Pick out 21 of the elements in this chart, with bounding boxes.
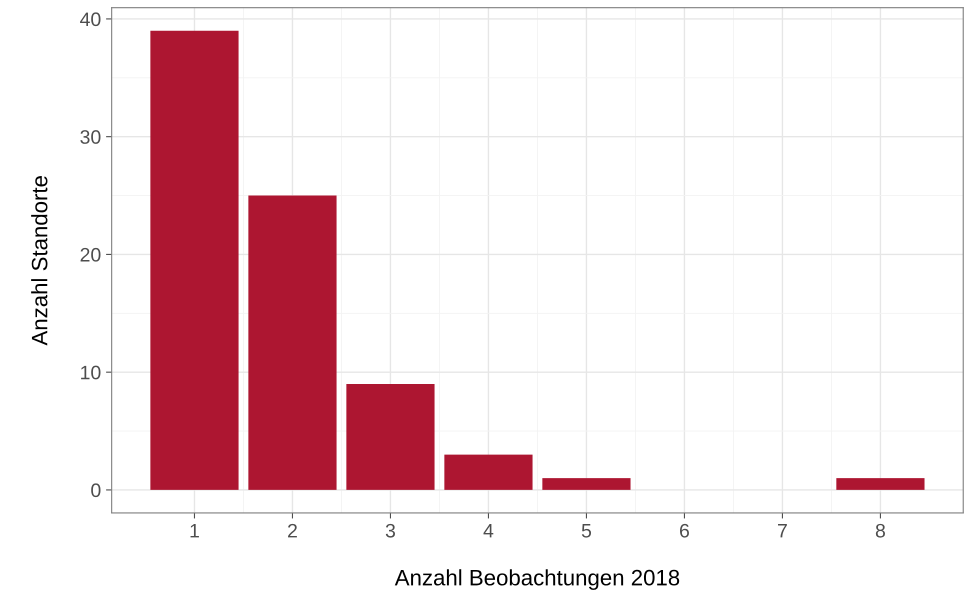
x-axis-title: Anzahl Beobachtungen 2018 (394, 569, 680, 590)
bar (542, 478, 631, 490)
bar (150, 30, 239, 490)
x-tick-label: 4 (483, 524, 494, 538)
bar (346, 384, 435, 490)
y-tick-label: 10 (81, 366, 100, 380)
bar (248, 196, 337, 490)
x-tick-label: 2 (288, 524, 297, 538)
y-tick-label: 0 (91, 483, 100, 498)
x-tick-label: 8 (876, 524, 885, 538)
y-tick-label: 40 (80, 12, 100, 26)
x-tick-label: 5 (582, 524, 592, 538)
x-tick-label: 1 (190, 524, 199, 538)
bar (836, 478, 925, 490)
x-tick-label: 6 (680, 524, 689, 538)
bar (444, 454, 533, 490)
x-tick-label: 3 (386, 524, 396, 538)
y-tick-label: 30 (80, 130, 100, 144)
x-tick-label: 7 (778, 524, 787, 538)
y-axis-title: Anzahl Standorte (31, 176, 48, 346)
y-tick-label: 20 (80, 248, 100, 262)
